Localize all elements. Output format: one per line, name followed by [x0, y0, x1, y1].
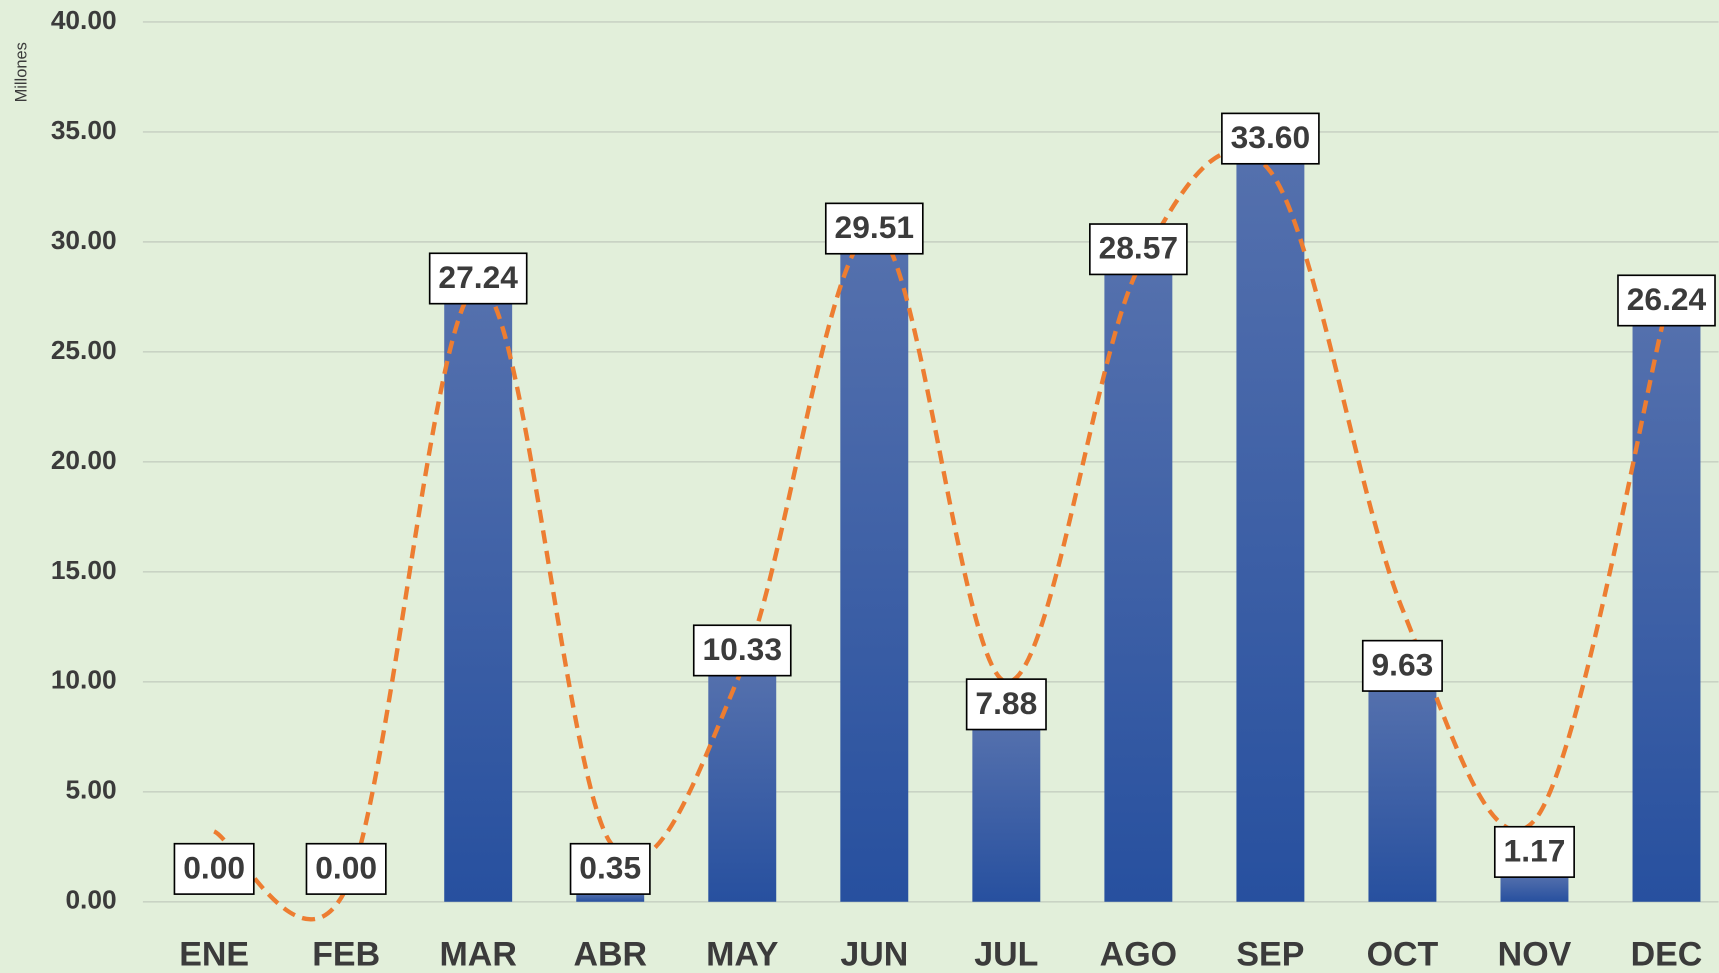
bar — [444, 302, 513, 902]
x-tick-label: DEC — [1631, 936, 1703, 973]
x-tick-label: JUN — [840, 936, 908, 973]
x-tick-label: AGO — [1100, 936, 1177, 973]
y-tick-label: 20.00 — [51, 445, 117, 475]
data-label-box — [965, 678, 1047, 731]
y-axis-label: Millones — [13, 42, 31, 102]
data-label: 29.51 — [835, 209, 915, 245]
bar — [1500, 876, 1569, 902]
x-tick-label: ABR — [573, 936, 647, 973]
data-label-box — [1493, 825, 1575, 878]
x-tick-label: MAR — [440, 936, 517, 973]
data-label: 0.00 — [315, 849, 377, 885]
data-label-box — [692, 624, 792, 677]
data-label-box — [1221, 112, 1320, 165]
bar — [1236, 162, 1305, 902]
data-label-box — [1361, 639, 1443, 692]
x-tick-label: FEB — [312, 936, 380, 973]
bar — [1368, 689, 1437, 902]
data-label-box — [1089, 223, 1188, 276]
data-label: 27.24 — [438, 259, 518, 295]
data-label: 9.63 — [1372, 646, 1434, 682]
bar — [576, 894, 645, 902]
data-label: 0.35 — [579, 849, 641, 885]
y-tick-label: 15.00 — [51, 555, 117, 585]
data-label-box — [173, 842, 255, 895]
bar — [972, 728, 1041, 902]
data-label: 26.24 — [1627, 281, 1707, 317]
x-tick-label: SEP — [1236, 936, 1304, 973]
x-tick-label: OCT — [1367, 936, 1439, 973]
bar — [708, 674, 777, 902]
y-tick-label: 40.00 — [51, 5, 117, 35]
bar — [840, 252, 909, 902]
y-tick-label: 25.00 — [51, 335, 117, 365]
data-label-box — [569, 842, 651, 895]
data-label-box — [1617, 274, 1716, 327]
y-tick-label: 35.00 — [51, 115, 117, 145]
y-tick-label: 5.00 — [65, 775, 116, 805]
bar — [1104, 273, 1173, 902]
data-label: 0.00 — [183, 849, 245, 885]
data-label: 1.17 — [1504, 832, 1566, 868]
data-label: 28.57 — [1099, 230, 1178, 266]
x-tick-label: MAY — [706, 936, 779, 973]
data-label: 33.60 — [1231, 119, 1311, 155]
x-tick-label: ENE — [179, 936, 249, 973]
data-label-box — [305, 842, 387, 895]
y-tick-label: 30.00 — [51, 225, 117, 255]
data-label-box — [824, 202, 924, 255]
data-label-box — [428, 252, 528, 305]
x-tick-label: JUL — [974, 936, 1038, 973]
data-label: 10.33 — [703, 631, 783, 667]
y-tick-label: 0.00 — [65, 885, 116, 915]
data-label: 7.88 — [975, 685, 1037, 721]
x-tick-label: NOV — [1498, 936, 1572, 973]
y-tick-label: 10.00 — [51, 665, 117, 695]
